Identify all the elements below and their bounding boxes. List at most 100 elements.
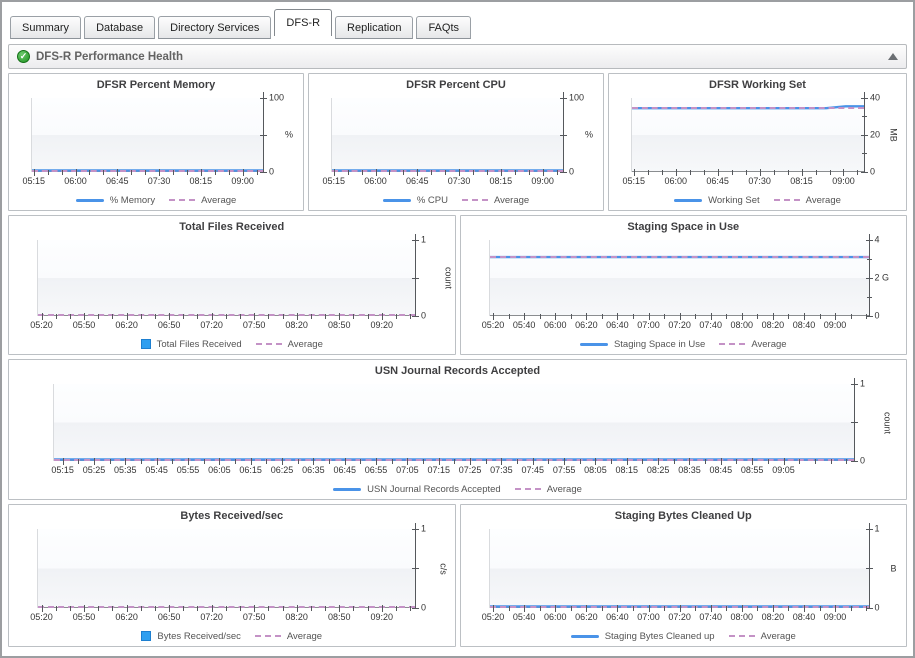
x-tick (211, 605, 213, 612)
chart-dfsr-working-set[interactable]: DFSR Working Set 40 20 0 MB 05:15 06:00 06:45 07… (608, 73, 907, 211)
legend-series-marker-line (382, 198, 411, 202)
y-axis-line (415, 523, 416, 609)
y-tick (412, 568, 419, 569)
x-tick-label: 08:40 (792, 612, 816, 622)
x-tick (830, 459, 832, 464)
x-tick (570, 314, 572, 319)
x-tick (254, 605, 256, 612)
x-tick (381, 605, 383, 612)
plot-area (31, 98, 264, 172)
legend-series-marker-line (75, 198, 104, 202)
x-tick (297, 459, 299, 464)
legend-average-marker (169, 199, 196, 201)
x-tick (548, 459, 550, 464)
chart-usn-journal-records-accepted[interactable]: USN Journal Records Accepted 1 0 count 05:15… (8, 359, 907, 500)
legend-series-label: Total Files Received (156, 338, 242, 350)
x-tick (381, 313, 383, 320)
x-tick-label: 07:00 (637, 320, 660, 330)
x-tick (55, 606, 57, 611)
tab-faqts[interactable]: FAQts (416, 16, 471, 39)
x-tick (353, 606, 355, 611)
tab-bar: Summary Database Directory Services DFS-R Re… (8, 8, 907, 39)
y-axis-unit-label: MB (888, 128, 899, 142)
x-tick (407, 458, 409, 465)
x-tick-label: 07:05 (396, 465, 419, 475)
legend-series-marker-line (333, 487, 362, 491)
chart-bytes-received-sec[interactable]: Bytes Received/sec 1 0 c/s 05:20 05:50 06:20 06… (8, 504, 456, 647)
x-tick (675, 169, 677, 176)
y-tick (851, 422, 858, 423)
x-tick-label: 06:00 (543, 612, 567, 622)
x-tick (850, 606, 852, 611)
chart-total-files-received[interactable]: Total Files Received 1 0 count 05:20 05:50 06:… (8, 215, 456, 355)
chart-title: Bytes Received/sec (180, 510, 284, 522)
chart-dfsr-percent-cpu[interactable]: DFSR Percent CPU 100 0% 05:15 06:00 06:45 07:3… (308, 73, 604, 211)
x-tick (470, 458, 472, 465)
x-tick (367, 314, 369, 319)
x-tick (214, 170, 216, 175)
x-tick (500, 169, 502, 176)
x-tick (228, 170, 230, 175)
x-tick (459, 169, 461, 176)
chart-dfsr-percent-memory[interactable]: DFSR Percent Memory 100 0% 05:15 06:00 06:45 0… (8, 73, 304, 211)
collapse-up-icon[interactable] (888, 53, 898, 60)
x-tick (69, 314, 71, 319)
x-tick-label: 07:35 (490, 465, 513, 475)
x-tick (773, 170, 775, 175)
chart-title: DFSR Percent Memory (96, 79, 216, 91)
x-tick (717, 169, 719, 176)
x-tick (62, 458, 64, 465)
legend-average-label: Average (760, 630, 796, 642)
average-line (489, 606, 869, 608)
x-tick (866, 606, 868, 611)
x-tick (601, 606, 603, 611)
x-tick (41, 605, 43, 612)
y-tick (865, 277, 873, 279)
x-tick (242, 169, 244, 176)
x-tick (445, 170, 447, 175)
tab-directory-services[interactable]: Directory Services (158, 16, 272, 39)
tab-replication[interactable]: Replication (335, 16, 414, 39)
x-tick (819, 314, 821, 319)
x-tick-label: 06:40 (606, 612, 629, 622)
chart-row-2: Total Files Received 1 0 count 05:20 05:50 06:… (8, 215, 907, 355)
y-tick (412, 315, 419, 317)
x-tick (617, 313, 619, 320)
section-title: DFS-R Performance Health (36, 50, 183, 63)
tab-database[interactable]: Database (84, 16, 156, 39)
x-tick-label: 07:30 (147, 176, 171, 186)
x-tick (183, 314, 185, 319)
x-tick-label: 07:50 (242, 320, 266, 330)
x-tick-label: 09:00 (231, 176, 254, 186)
chart-staging-bytes-cleaned-up[interactable]: Staging Bytes Cleaned Up 1 0 B 05:20 05:40 06:… (459, 504, 907, 647)
x-tick-label: 05:15 (22, 176, 46, 186)
x-tick (78, 459, 80, 464)
legend-series-marker-line (579, 342, 608, 346)
x-tick (47, 170, 49, 175)
x-tick-label: 06:00 (543, 320, 567, 330)
chart-staging-space-in-use[interactable]: Staging Space in Use 4 2 G 0 05:20 05:40 06:00… (459, 215, 907, 355)
x-tick (658, 458, 660, 465)
legend-series-label: Bytes Received/sec (157, 630, 241, 642)
y-tick-label: 0 (870, 166, 876, 177)
tab-summary[interactable]: Summary (10, 16, 82, 39)
x-tick (367, 606, 369, 611)
x-tick (801, 169, 803, 176)
x-tick (325, 606, 327, 611)
x-tick (857, 170, 859, 175)
x-tick-label: 06:20 (575, 320, 598, 330)
x-tick (235, 459, 236, 464)
legend-series-label: Staging Space in Use (613, 338, 706, 350)
x-tick (310, 606, 312, 611)
x-tick-label: 05:20 (481, 612, 505, 622)
x-tick (126, 313, 128, 320)
y-tick (560, 134, 567, 136)
x-tick-label: 06:20 (575, 612, 598, 622)
x-tick (710, 605, 712, 612)
x-tick (555, 313, 557, 320)
tab-dfs-r[interactable]: DFS-R (274, 9, 333, 36)
plot-area (37, 529, 415, 608)
x-tick (103, 170, 105, 175)
x-tick (788, 606, 790, 611)
x-tick-label: 08:45 (709, 465, 733, 475)
